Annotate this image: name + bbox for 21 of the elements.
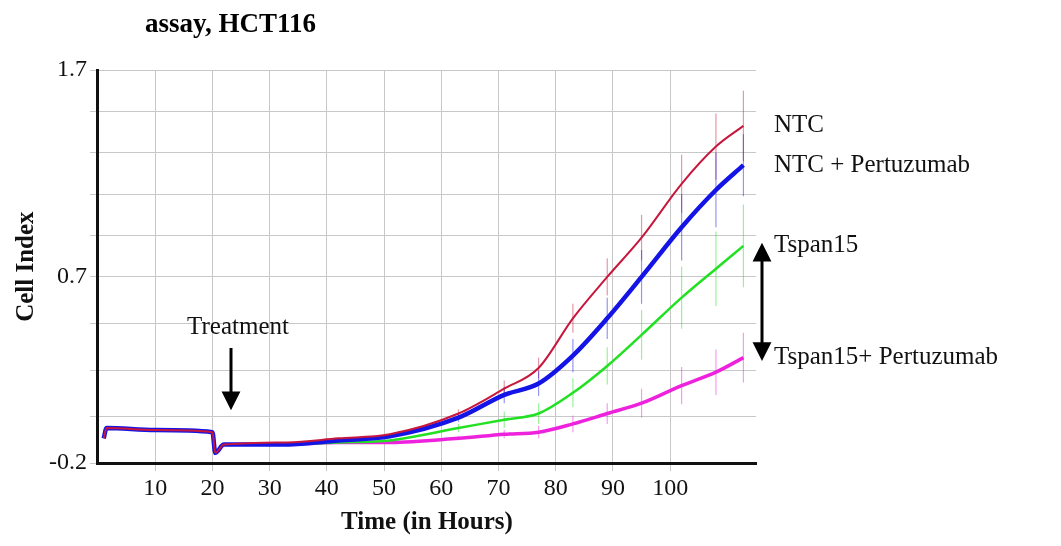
x-tick-label: 50 — [372, 473, 397, 500]
x-tick-label: 40 — [314, 473, 339, 500]
series-label: Tspan15+ Pertuzumab — [774, 342, 999, 370]
x-tick-label: 70 — [486, 473, 511, 500]
x-tick-label: 100 — [652, 473, 689, 500]
x-tick-label: 20 — [200, 473, 225, 500]
x-axis-title: Time (in Hours) — [341, 507, 513, 536]
x-tick-label: 90 — [600, 473, 625, 500]
y-tick-label: 1.7 — [56, 55, 87, 82]
chart-title: assay, HCT116 — [145, 8, 317, 39]
x-tick-label: 10 — [143, 473, 168, 500]
series-label: NTC + Pertuzumab — [774, 149, 971, 177]
x-tick-label: 80 — [543, 473, 568, 500]
y-axis-title: Cell Index — [11, 210, 39, 322]
annotation: Treatment — [187, 312, 289, 340]
x-tick-label: 60 — [429, 473, 454, 500]
series-label: Tspan15 — [774, 230, 859, 258]
y-tick-label: -0.2 — [48, 448, 87, 475]
x-tick-label: 30 — [257, 473, 282, 500]
y-tick-label: 0.7 — [56, 262, 87, 289]
series-label: NTC — [774, 110, 824, 138]
